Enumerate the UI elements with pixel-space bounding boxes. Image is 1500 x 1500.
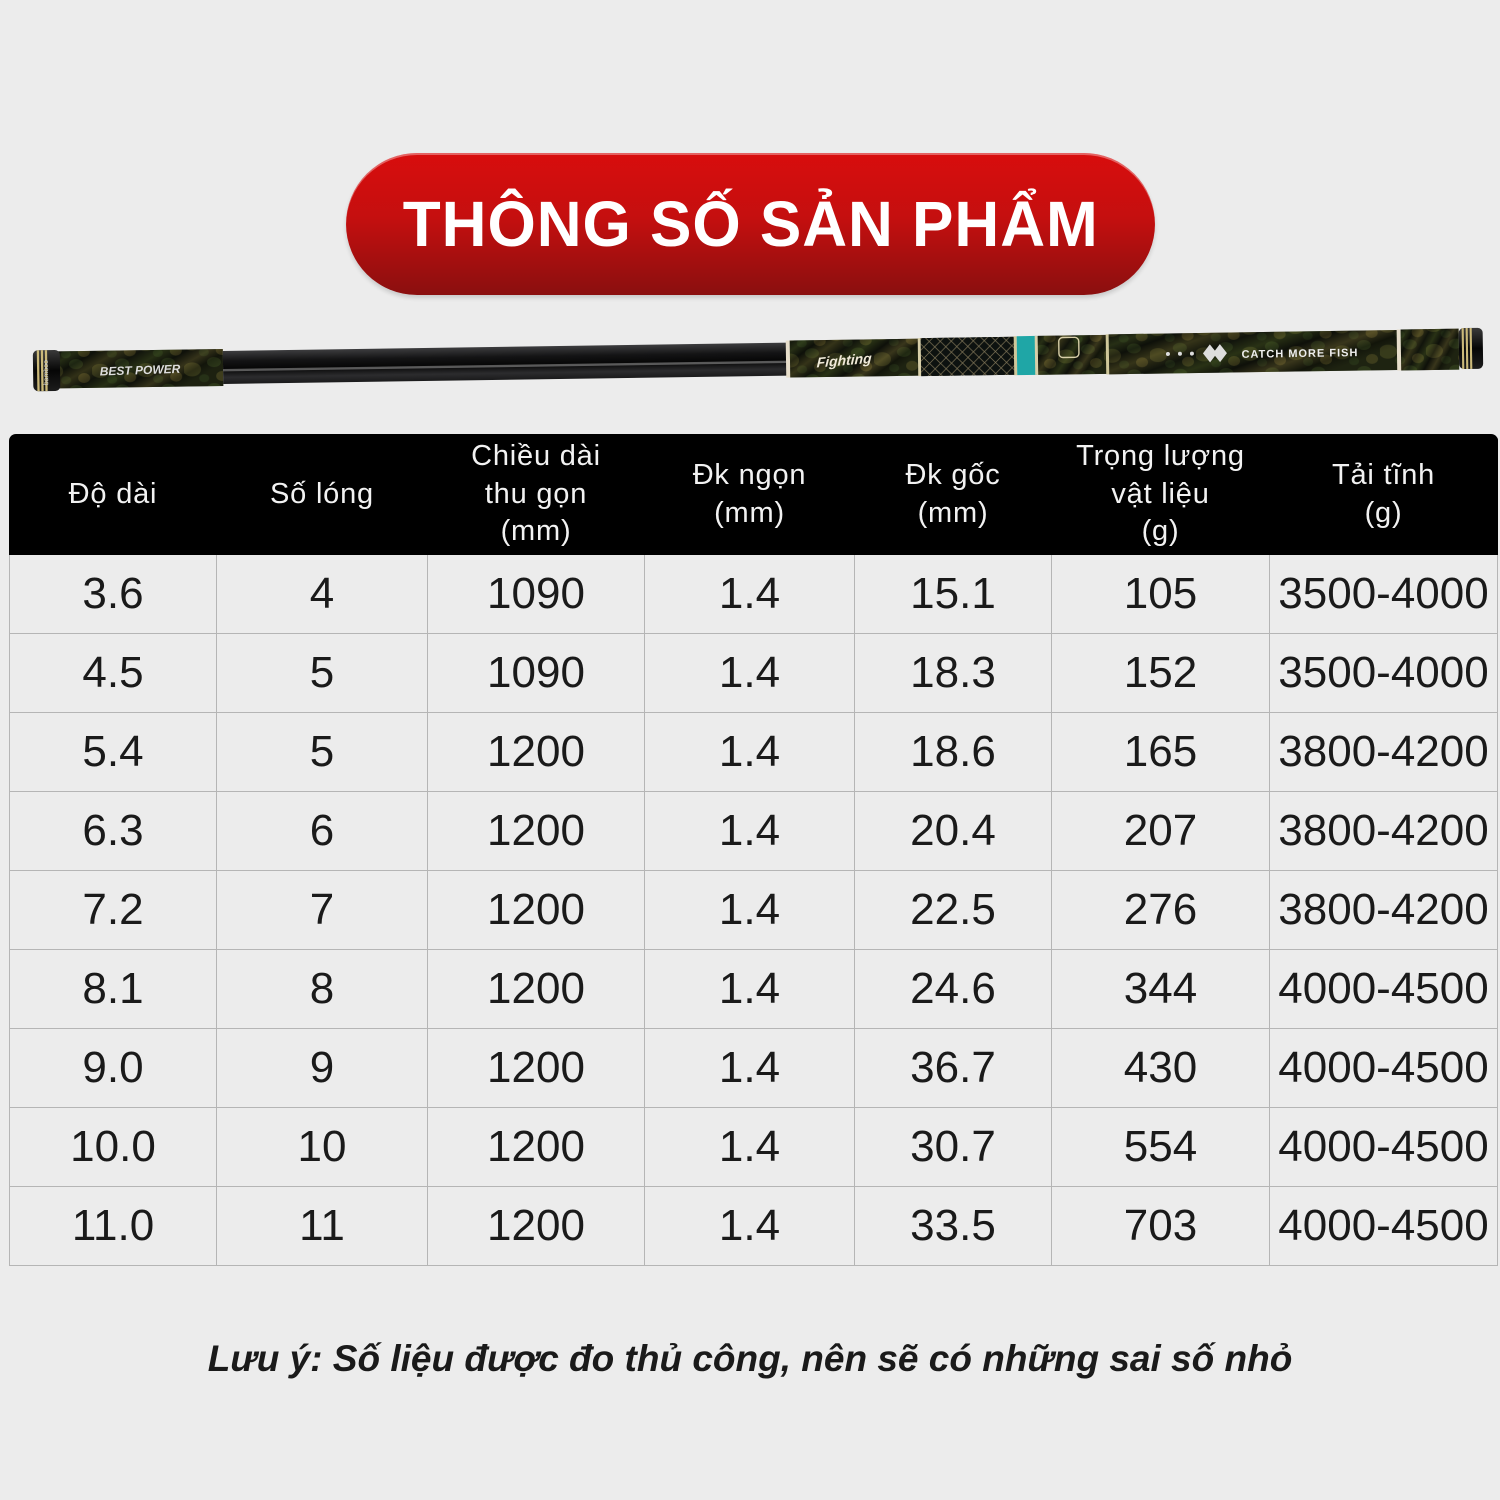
svg-text:bamboo: bamboo: [43, 360, 50, 386]
svg-text:BEST POWER: BEST POWER: [99, 362, 180, 379]
svg-text:CATCH MORE FISH: CATCH MORE FISH: [1241, 347, 1358, 361]
